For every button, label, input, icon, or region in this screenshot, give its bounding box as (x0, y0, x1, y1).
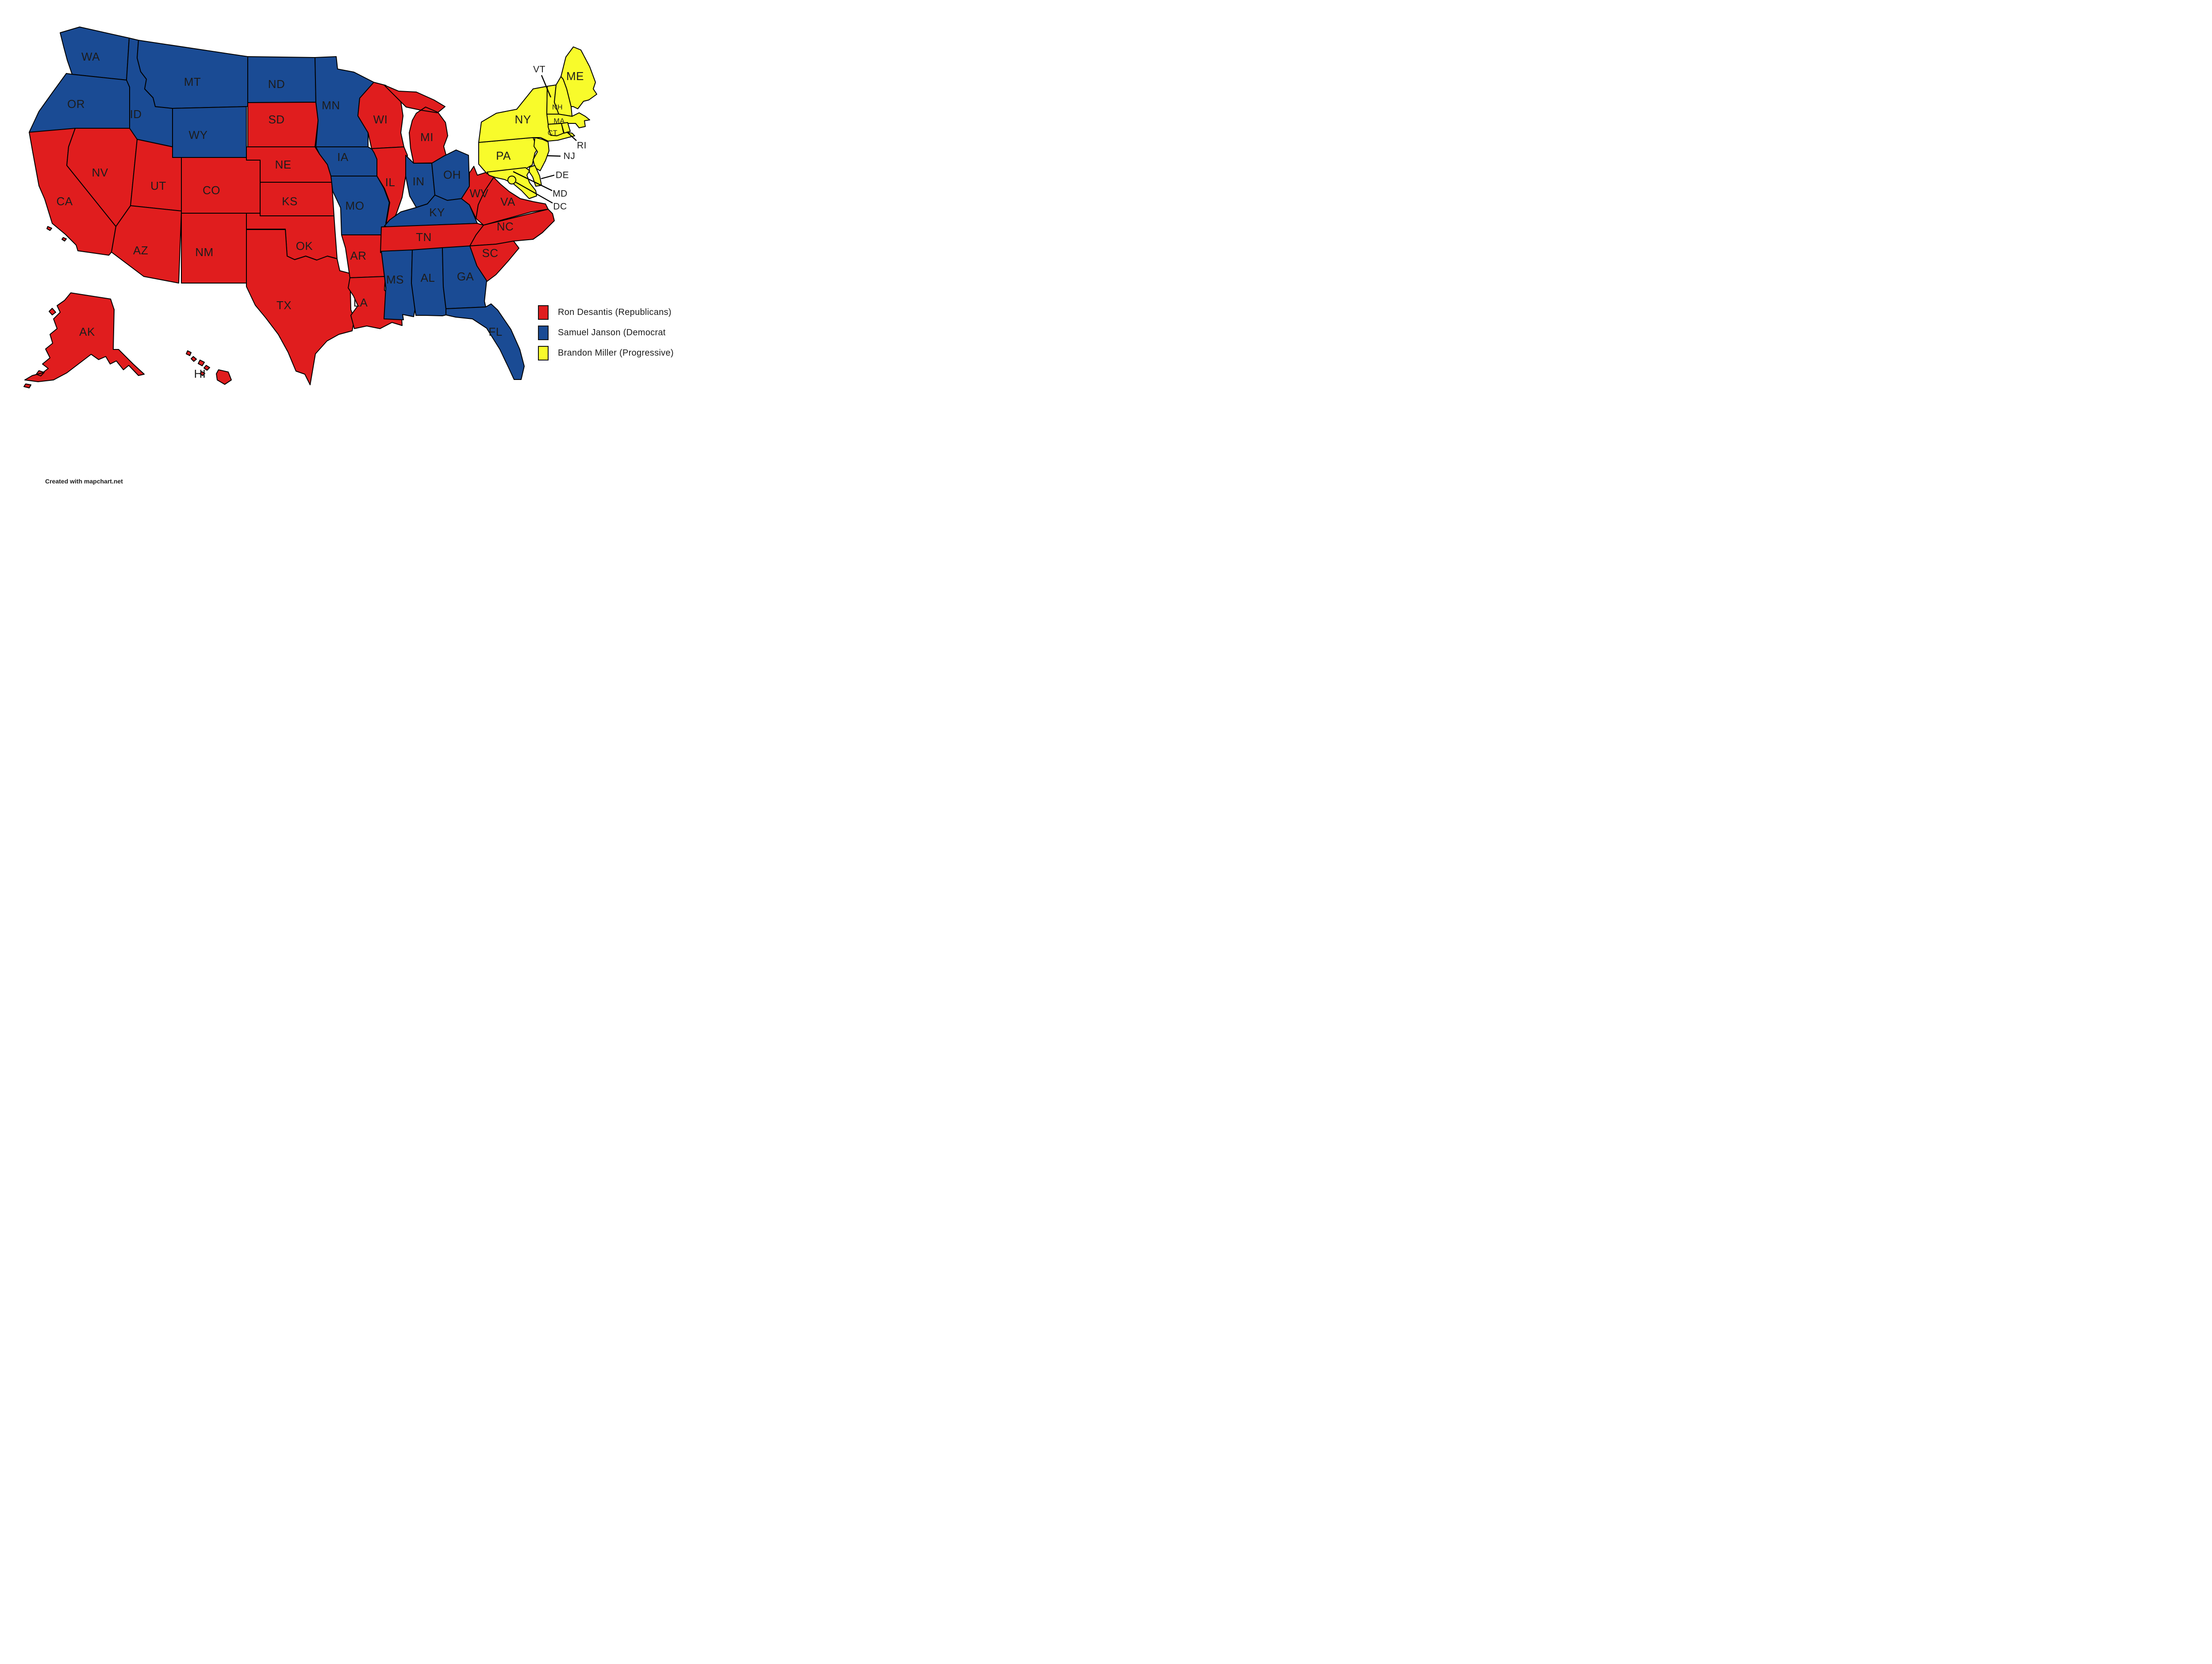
state-label-co: CO (203, 184, 220, 197)
state-label-ak: AK (79, 325, 95, 338)
state-label-ut: UT (150, 179, 166, 192)
state-label-id: ID (130, 107, 142, 121)
state-label-hi: HI (194, 367, 206, 380)
state-va[interactable] (476, 177, 549, 226)
state-label-mt: MT (184, 75, 201, 88)
state-label-ks: KS (282, 195, 298, 208)
state-hi[interactable] (186, 350, 232, 385)
state-label-la: LA (353, 296, 368, 309)
state-label-mi: MI (420, 130, 434, 144)
state-label-mo: MO (346, 199, 365, 212)
state-label-ri: RI (577, 141, 587, 151)
legend-swatch-republican (538, 305, 549, 320)
state-label-ny: NY (515, 113, 531, 126)
state-label-sc: SC (482, 246, 498, 260)
legend-item-democrat: Samuel Janson (Democrat (538, 326, 674, 340)
state-mt[interactable] (137, 40, 248, 109)
state-label-in: IN (413, 175, 425, 188)
state-label-ia: IA (337, 150, 349, 164)
state-label-oh: OH (443, 168, 461, 181)
callout-line-ri (566, 131, 577, 141)
state-label-va: VA (500, 195, 515, 208)
state-wy[interactable] (172, 106, 247, 158)
callout-line-md (513, 171, 553, 192)
state-label-sd: SD (268, 113, 284, 126)
state-label-ar: AR (350, 249, 366, 262)
state-label-wv: WV (470, 187, 489, 200)
state-label-wy: WY (189, 128, 208, 142)
state-label-tx: TX (276, 299, 292, 312)
attribution-text: Created with mapchart.net (45, 478, 123, 485)
state-label-de: DE (556, 170, 569, 180)
state-label-me: ME (566, 69, 584, 83)
state-label-ma: MA (554, 118, 565, 125)
state-nm[interactable] (181, 213, 247, 284)
state-label-al: AL (421, 271, 435, 284)
state-label-il: IL (385, 176, 396, 189)
state-label-mn: MN (322, 99, 340, 112)
state-ri[interactable] (561, 122, 571, 134)
state-label-ct: CT (548, 130, 557, 137)
us-map: WA OR CA NV ID MT WY UT CO AZ NM ND SD NE KS OK TX MN IA MO… (23, 27, 597, 388)
state-nj[interactable] (533, 137, 549, 171)
state-label-nc: NC (497, 220, 514, 233)
state-de[interactable] (529, 165, 542, 187)
state-fl[interactable] (445, 303, 525, 380)
state-co[interactable] (181, 157, 261, 214)
state-label-ok: OK (296, 239, 313, 253)
state-label-ne: NE (275, 158, 291, 171)
callout-line-de (541, 174, 555, 180)
state-sc[interactable] (469, 241, 519, 282)
state-label-ca: CA (56, 195, 73, 208)
legend-label-progressive: Brandon Miller (Progressive) (558, 348, 674, 358)
state-ak[interactable] (23, 292, 145, 388)
state-label-nm: NM (195, 245, 213, 259)
state-label-fl: FL (488, 325, 502, 338)
state-label-az: AZ (133, 244, 148, 257)
state-az[interactable] (111, 205, 182, 284)
state-label-tn: TN (416, 230, 432, 244)
legend-swatch-progressive (538, 346, 549, 360)
state-label-nd: ND (268, 77, 285, 91)
state-label-vt: VT (533, 65, 545, 75)
legend-label-democrat: Samuel Janson (Democrat (558, 328, 666, 337)
state-nc[interactable] (469, 209, 555, 246)
state-label-dc: DC (553, 202, 567, 212)
legend-item-republican: Ron Desantis (Republicans) (538, 305, 674, 320)
map-canvas: WA OR CA NV ID MT WY UT CO AZ NM ND SD NE KS OK TX MN IA MO… (0, 0, 684, 487)
state-label-nh: NH (552, 104, 563, 111)
state-tx[interactable] (246, 229, 355, 385)
callout-line-dc (515, 181, 553, 204)
callout-line-vt (541, 75, 552, 98)
state-label-ga: GA (457, 270, 474, 283)
state-label-ky: KY (429, 206, 445, 219)
legend: Ron Desantis (Republicans) Samuel Janson… (538, 305, 674, 360)
state-dc[interactable] (507, 176, 516, 184)
state-label-wa: WA (81, 50, 100, 63)
state-label-nj: NJ (564, 151, 576, 161)
state-label-or: OR (67, 97, 85, 111)
state-label-ms: MS (386, 273, 404, 286)
legend-item-progressive: Brandon Miller (Progressive) (538, 346, 674, 360)
legend-label-republican: Ron Desantis (Republicans) (558, 307, 672, 317)
state-label-md: MD (553, 189, 568, 199)
legend-swatch-democrat (538, 326, 549, 340)
state-me[interactable] (561, 46, 597, 109)
state-label-pa: PA (496, 149, 511, 162)
state-label-nv: NV (92, 166, 108, 179)
state-label-wi: WI (373, 113, 388, 126)
